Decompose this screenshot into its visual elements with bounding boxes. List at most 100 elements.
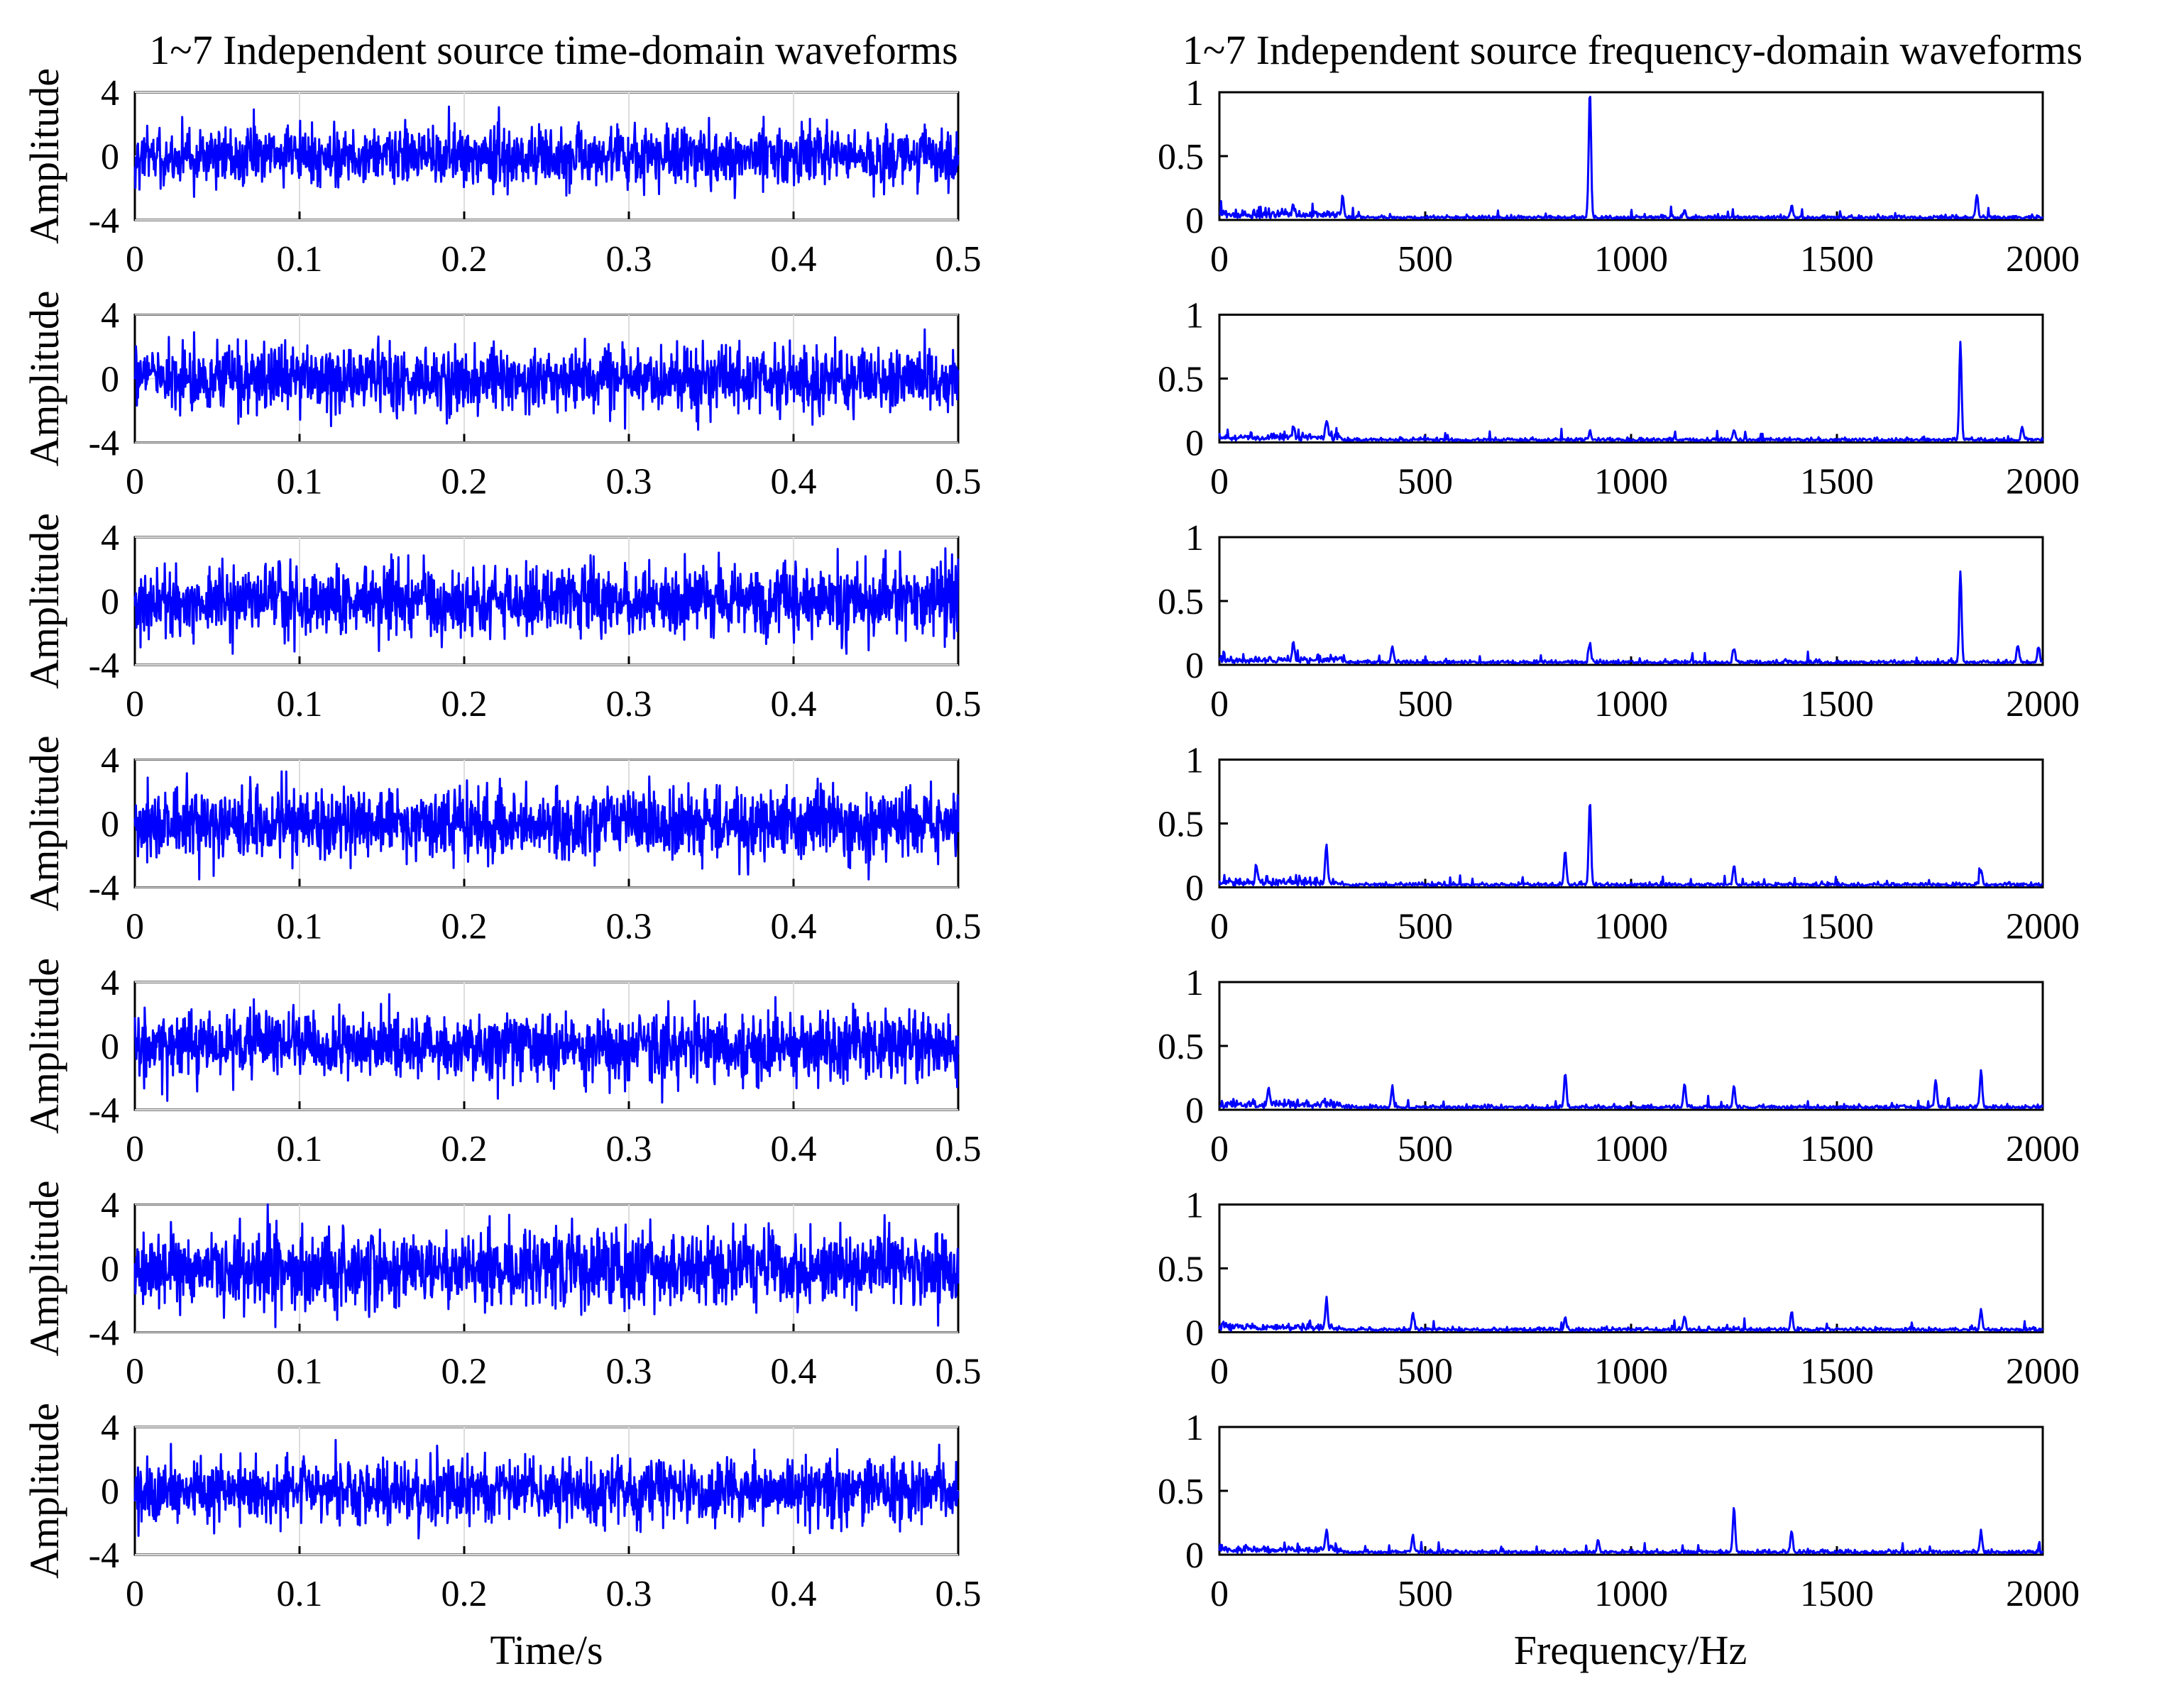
time-x-tick-label: 0.4 — [771, 684, 817, 724]
time-x-tick-label: 0.3 — [606, 1129, 652, 1169]
frequency-series-line-5 — [1219, 1069, 2044, 1110]
time-domain-title: 1~7 Independent source time-domain wavef… — [149, 27, 957, 73]
time-x-tick-label: 0.4 — [771, 462, 817, 502]
frequency-y-tick-label: 0 — [1185, 1091, 1204, 1131]
time-y-tick-label: 0 — [101, 1472, 119, 1512]
frequency-x-tick-label: 0 — [1210, 462, 1229, 502]
frequency-x-tick-label: 1000 — [1594, 1574, 1668, 1614]
frequency-panel-1: 0 500 1000 1500 2000 1 0.5 0 — [1158, 73, 2080, 280]
frequency-x-tick-label: 0 — [1210, 684, 1229, 724]
time-x-tick-label: 0.5 — [935, 1574, 982, 1614]
time-x-tick-label: 0.4 — [771, 1352, 817, 1392]
frequency-series-line-7 — [1218, 1506, 2044, 1555]
time-x-tick-label: 0.5 — [935, 1129, 982, 1169]
time-x-tick-label: 0.4 — [771, 1129, 817, 1169]
frequency-x-tick-label: 500 — [1398, 462, 1453, 502]
frequency-axes-frame — [1218, 981, 2044, 1111]
time-panel-1: 0 0.1 0.2 0.3 0.4 0.540-4 — [89, 73, 982, 280]
time-x-tick-label: 0 — [126, 907, 144, 947]
frequency-x-tick-label: 1500 — [1800, 462, 1874, 502]
frequency-x-tick-label: 500 — [1398, 1352, 1453, 1392]
frequency-domain-title: 1~7 Independent source frequency-domain … — [1182, 27, 2083, 73]
time-y-tick-label: -4 — [89, 201, 119, 241]
frequency-series-line-1 — [1219, 95, 2044, 220]
frequency-x-tick-label: 1500 — [1800, 1352, 1874, 1392]
time-y-tick-label: -4 — [89, 646, 119, 686]
frequency-y-tick-label: 0 — [1185, 646, 1204, 686]
frequency-x-tick-label: 0 — [1210, 1574, 1229, 1614]
time-y-tick-label: -4 — [89, 1091, 119, 1131]
frequency-x-tick-label: 2000 — [2006, 1352, 2080, 1392]
frequency-axes-frame — [1218, 1203, 2044, 1333]
amplitude-axis-label-6: Amplitude — [21, 1180, 67, 1356]
frequency-series-line-4 — [1218, 804, 2043, 887]
frequency-x-tick-label: 2000 — [2006, 1574, 2080, 1614]
time-x-tick-label: 0.1 — [277, 684, 323, 724]
frequency-x-tick-label: 1500 — [1800, 684, 1874, 724]
frequency-panel-2: 0 500 1000 1500 2000 1 0.5 0 — [1158, 296, 2080, 502]
amplitude-axis-label-1: Amplitude — [21, 68, 67, 244]
time-series-line-1 — [133, 105, 960, 199]
frequency-y-tick-label: 1 — [1185, 1186, 1204, 1226]
time-y-tick-label: 4 — [101, 1408, 119, 1448]
frequency-x-tick-label: 1000 — [1594, 239, 1668, 280]
time-x-tick-label: 0.3 — [606, 462, 652, 502]
time-y-tick-label: 0 — [101, 360, 119, 400]
time-x-tick-label: 0.3 — [606, 1574, 652, 1614]
frequency-y-tick-label: 0.5 — [1158, 582, 1204, 622]
time-x-tick-label: 0 — [126, 239, 144, 280]
time-x-tick-label: 0.2 — [441, 239, 488, 280]
time-y-tick-label: 4 — [101, 741, 119, 781]
time-y-tick-label: 4 — [101, 518, 119, 558]
time-x-tick-label: 0.2 — [441, 462, 488, 502]
time-series-line-7 — [133, 1438, 960, 1540]
time-y-tick-label: -4 — [89, 1536, 119, 1576]
time-panel-3: 0 0.1 0.2 0.3 0.4 0.540-4 — [89, 518, 982, 724]
frequency-x-tick-label: 1500 — [1800, 239, 1874, 280]
frequency-axes-frame — [1218, 1426, 2044, 1556]
time-y-tick-label: 0 — [101, 582, 119, 622]
frequency-y-tick-label: 0.5 — [1158, 360, 1204, 400]
frequency-panel-6: 0 500 1000 1500 2000 1 0.5 0 — [1158, 1186, 2080, 1392]
frequency-panel-3: 0 500 1000 1500 2000 1 0.5 0 — [1158, 518, 2080, 724]
time-y-tick-label: 0 — [101, 1027, 119, 1067]
time-x-tick-label: 0.3 — [606, 684, 652, 724]
frequency-x-tick-label: 2000 — [2006, 1129, 2080, 1169]
frequency-y-tick-label: 0.5 — [1158, 137, 1204, 177]
frequency-x-tick-label: 2000 — [2006, 684, 2080, 724]
time-x-tick-label: 0.3 — [606, 907, 652, 947]
frequency-panel-4: 0 500 1000 1500 2000 1 0.5 0 — [1158, 741, 2080, 947]
time-x-tick-label: 0.4 — [771, 907, 817, 947]
frequency-x-tick-label: 500 — [1398, 1574, 1453, 1614]
time-y-tick-label: 0 — [101, 1250, 119, 1290]
frequency-y-tick-label: 1 — [1185, 296, 1204, 336]
frequency-x-tick-label: 1000 — [1594, 1352, 1668, 1392]
time-x-tick-label: 0.3 — [606, 239, 652, 280]
frequency-axes-frame — [1218, 91, 2044, 221]
frequency-x-tick-label: 2000 — [2006, 907, 2080, 947]
time-x-tick-label: 0 — [126, 462, 144, 502]
frequency-y-tick-label: 1 — [1185, 518, 1204, 558]
frequency-x-tick-label: 0 — [1210, 1352, 1229, 1392]
amplitude-axis-label-3: Amplitude — [21, 513, 67, 689]
time-y-tick-label: -4 — [89, 1313, 119, 1354]
frequency-x-tick-label: 0 — [1210, 907, 1229, 947]
time-y-tick-label: 4 — [101, 1186, 119, 1226]
time-y-tick-label: -4 — [89, 424, 119, 464]
frequency-x-tick-label: 1000 — [1594, 907, 1668, 947]
frequency-y-tick-label: 1 — [1185, 1408, 1204, 1448]
frequency-x-tick-label: 0 — [1210, 1129, 1229, 1169]
time-panel-2: 0 0.1 0.2 0.3 0.4 0.540-4 — [89, 296, 982, 502]
time-x-tick-label: 0.1 — [277, 1352, 323, 1392]
frequency-x-tick-label: 1500 — [1800, 1574, 1874, 1614]
frequency-axis-label: Frequency/Hz — [1514, 1627, 1747, 1673]
frequency-x-tick-label: 500 — [1398, 239, 1453, 280]
frequency-x-tick-label: 500 — [1398, 684, 1453, 724]
amplitude-axis-label-7: Amplitude — [21, 1403, 67, 1579]
time-y-tick-label: 0 — [101, 137, 119, 177]
frequency-series-line-2 — [1218, 341, 2044, 442]
time-x-tick-label: 0 — [126, 1129, 144, 1169]
time-y-tick-label: 0 — [101, 805, 119, 845]
time-panel-6: 0 0.1 0.2 0.3 0.4 0.540-4 — [89, 1186, 982, 1392]
time-x-tick-label: 0.5 — [935, 239, 982, 280]
